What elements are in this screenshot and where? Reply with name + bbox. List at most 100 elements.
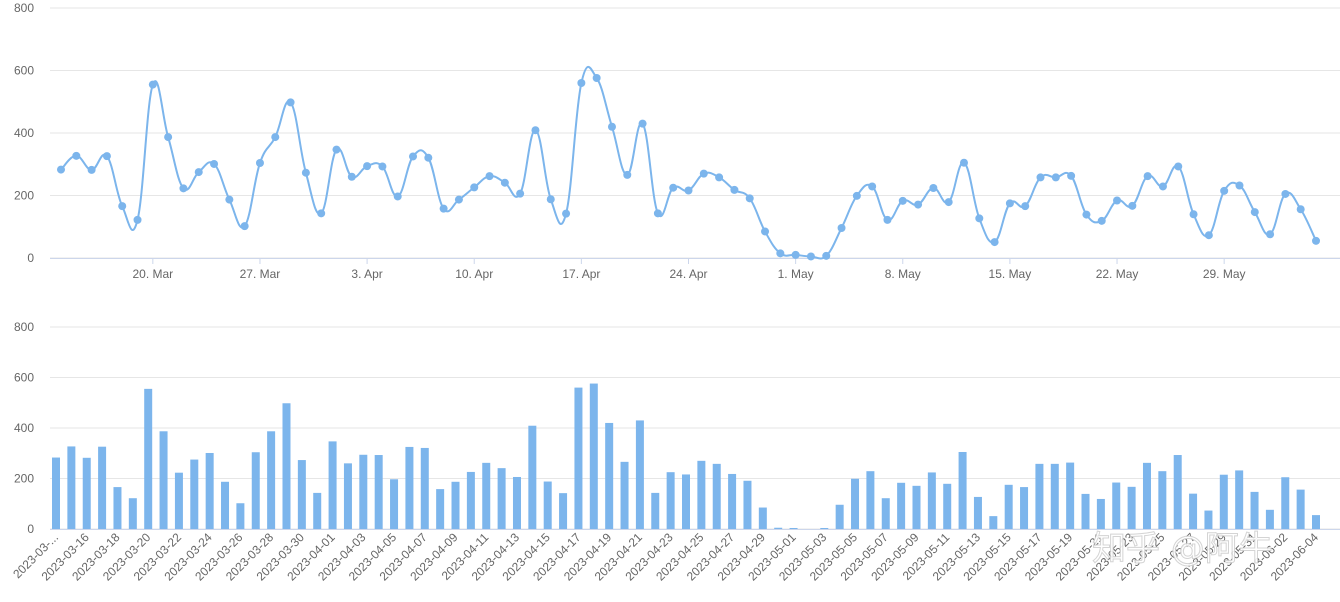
line-data-point [1067,171,1076,180]
line-data-point [271,133,280,142]
bar [728,473,737,529]
line-data-point [546,195,555,204]
line-x-tick-label: 8. May [885,267,921,281]
bar [712,463,721,529]
bar [328,441,337,529]
bar [589,383,598,529]
line-data-point [1128,201,1137,210]
bar [436,489,445,529]
bar [52,457,60,529]
line-data-point [454,195,463,204]
bar [789,527,798,529]
bar [282,403,291,529]
bar [697,460,706,529]
bar [82,457,91,529]
line-data-point [485,172,494,181]
line-data-point [470,183,479,192]
line-data-point [623,170,632,179]
line-chart: 0 200 400 600 800 20. Mar 27. Mar 3. Apr 10. Apr… [14,1,1340,281]
line-data-point [730,185,739,194]
bar [1173,455,1182,529]
bar [1219,474,1228,529]
bar [159,431,168,529]
bar [651,492,660,529]
line-y-tick-label: 200 [14,189,34,203]
bar [1189,493,1198,529]
line-x-tick-label: 3. Apr [351,267,382,281]
bar [343,463,352,529]
line-data-point [363,162,372,171]
line-x-tick-label: 15. May [989,267,1032,281]
bar [128,498,137,529]
line-data-point [1189,210,1198,219]
bar [635,420,644,529]
bar [221,481,230,529]
bar [297,460,306,529]
line-data-point [332,145,341,154]
bar [405,446,414,529]
line-data-point [439,204,448,213]
line-x-tick-label: 24. Apr [669,267,707,281]
bar [1096,498,1105,529]
line-data-point [317,209,326,218]
line-x-tick-label: 20. Mar [132,267,173,281]
line-data-point [179,184,188,193]
line-data-point [87,165,96,174]
bar [251,452,260,529]
line-data-point [776,249,785,258]
line-data-point [868,182,877,191]
bar [1020,487,1029,529]
bar-y-tick-label: 400 [14,421,34,435]
line-data-point [531,126,540,135]
line-data-point [577,79,586,87]
line-data-point [1143,172,1152,181]
line-data-point [806,252,815,261]
bar [497,468,506,529]
line-data-point [1051,173,1060,182]
line-data-point [914,200,923,209]
line-data-point [669,183,678,192]
bar [758,507,767,529]
line-data-point [133,215,142,224]
bar [390,479,399,529]
line-data-point [1250,208,1259,217]
bar [1312,515,1320,529]
line-data-point [194,168,203,177]
line-data-point [1021,202,1030,211]
bar [559,493,568,529]
line-data-point [975,214,984,223]
line-data-point [883,215,892,224]
bar [482,462,491,529]
bar [835,504,844,529]
bar [927,472,936,529]
bar [1035,463,1044,529]
line-data-point [1266,230,1275,239]
line-data-point [1204,231,1213,240]
line-data-point [638,119,647,128]
line-data-point [898,196,907,205]
line-data-point [210,159,219,168]
bar [989,516,998,529]
line-data-point [1296,205,1305,214]
line-data-point [715,173,724,182]
line-x-tick-label: 10. Apr [455,267,493,281]
bar [1235,470,1244,529]
line-data-point [1036,173,1045,182]
line-data-point [1005,199,1014,208]
line-data-point [822,251,831,260]
line-data-point [1097,216,1106,225]
line-data-point [1113,196,1122,205]
line-data-point [164,133,173,142]
line-data-point [378,162,387,171]
line-data-point [929,184,938,192]
bar [466,471,475,529]
bar [1127,486,1136,529]
line-data-point [1174,162,1183,171]
line-data-point [592,74,601,82]
line-data-point [990,238,999,247]
line-x-tick-label: 27. Mar [240,267,281,281]
bar [205,452,214,529]
line-data-point [1235,181,1244,190]
